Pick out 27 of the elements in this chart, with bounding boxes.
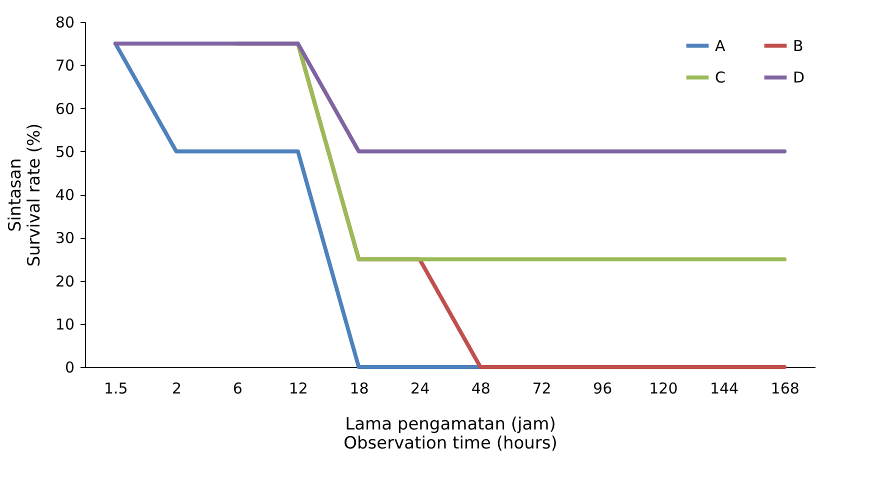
x-tick-label: 18: [350, 380, 369, 398]
x-tick-label: 6: [232, 380, 242, 398]
y-tick-label: 20: [55, 272, 74, 290]
y-tick-label: 40: [55, 186, 74, 204]
x-tick-label: 2: [172, 380, 182, 398]
y-axis-title: Sintasan Survival rate (%): [5, 123, 44, 267]
y-tick-label: 70: [55, 56, 74, 75]
y-tick-label: 0: [64, 358, 74, 376]
x-axis-title: Lama pengamatan (jam) Observation time (hours): [344, 414, 558, 454]
y-tick-label: 30: [55, 229, 74, 248]
x-tick-label: 72: [532, 380, 552, 398]
x-tick-label: 24: [410, 380, 430, 398]
legend-label: B: [793, 36, 804, 55]
y-tick-label: 80: [55, 14, 74, 32]
y-tick-label: 60: [55, 100, 74, 118]
legend-label: A: [715, 36, 726, 55]
x-tick-label: 144: [710, 380, 739, 398]
x-tick-label: 1.5: [104, 380, 128, 398]
x-tick-label: 120: [649, 380, 678, 398]
x-tick-label: 96: [593, 380, 612, 398]
legend-label: D: [793, 68, 805, 86]
x-tick-label: 12: [288, 380, 308, 398]
y-tick-label: 10: [55, 315, 74, 334]
x-tick-label: 168: [770, 380, 800, 398]
y-tick-label: 50: [55, 142, 74, 161]
legend-label: C: [715, 68, 726, 86]
x-tick-label: 48: [471, 380, 490, 398]
